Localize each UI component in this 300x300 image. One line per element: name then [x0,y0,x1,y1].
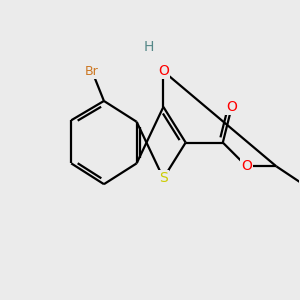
Text: O: O [226,100,237,114]
Text: H: H [143,40,154,55]
Text: O: O [241,159,252,173]
Text: Br: Br [85,65,99,78]
Text: S: S [159,171,168,185]
Text: O: O [158,64,169,78]
